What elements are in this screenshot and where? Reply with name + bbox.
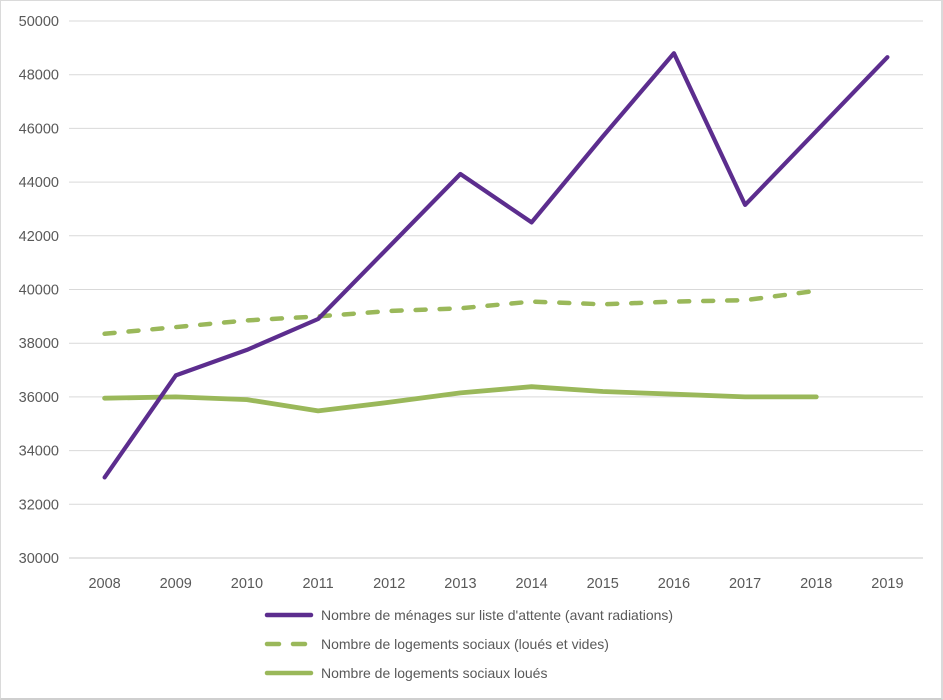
series-line-2 xyxy=(102,384,819,414)
legend-label-menages: Nombre de ménages sur liste d'attente (a… xyxy=(321,607,674,623)
x-tick-label: 2018 xyxy=(800,576,832,592)
y-tick-label: 32000 xyxy=(19,497,59,513)
y-tick-label: 34000 xyxy=(19,444,59,460)
y-tick-label: 50000 xyxy=(19,14,59,30)
y-tick-label: 30000 xyxy=(19,551,59,567)
x-tick-label: 2011 xyxy=(302,576,333,592)
x-tick-label: 2012 xyxy=(373,576,405,592)
legend-solid-line-icon xyxy=(264,612,314,618)
x-tick-label: 2010 xyxy=(231,576,263,592)
legend-label-logements-loues-vides: Nombre de logements sociaux (loués et vi… xyxy=(321,636,609,652)
x-tick-label: 2008 xyxy=(88,576,120,592)
legend-solid-line-icon xyxy=(264,670,314,676)
x-tick-label: 2017 xyxy=(729,576,761,592)
y-tick-label: 38000 xyxy=(19,336,59,352)
legend-item-logements-loues-vides: Nombre de logements sociaux (loués et vi… xyxy=(264,633,673,655)
y-tick-label: 48000 xyxy=(19,68,59,84)
legend-item-menages: Nombre de ménages sur liste d'attente (a… xyxy=(264,604,673,626)
y-tick-label: 42000 xyxy=(19,229,59,245)
legend-dashed-line-icon xyxy=(264,641,314,647)
x-tick-label: 2014 xyxy=(515,576,547,592)
legend-item-logements-loues: Nombre de logements sociaux loués xyxy=(264,662,673,684)
series-line-0 xyxy=(102,51,890,480)
x-tick-label: 2013 xyxy=(444,576,476,592)
x-tick-label: 2009 xyxy=(160,576,192,592)
chart-legend: Nombre de ménages sur liste d'attente (a… xyxy=(264,604,673,684)
x-tick-label: 2015 xyxy=(587,576,619,592)
y-tick-label: 40000 xyxy=(19,283,59,299)
x-tick-label: 2019 xyxy=(871,576,903,592)
y-tick-label: 46000 xyxy=(19,121,59,137)
series-line-1 xyxy=(102,288,819,337)
x-tick-label: 2016 xyxy=(658,576,690,592)
legend-label-logements-loues: Nombre de logements sociaux loués xyxy=(321,665,548,681)
y-tick-label: 44000 xyxy=(19,175,59,191)
y-tick-label: 36000 xyxy=(19,390,59,406)
